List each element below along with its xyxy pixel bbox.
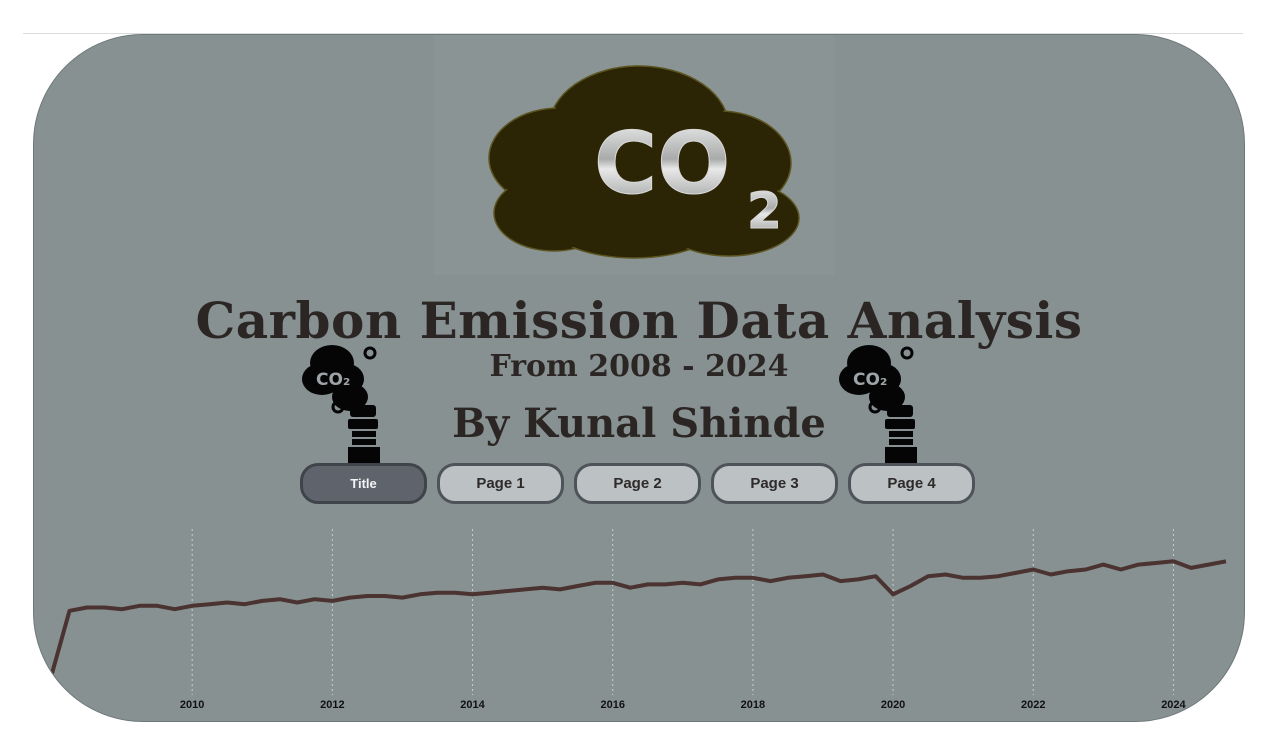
x-tick-label: 2012 — [320, 699, 344, 711]
nav-button-page-4[interactable]: Page 4 — [848, 463, 975, 504]
x-tick-label: 2024 — [1161, 699, 1186, 711]
svg-text:CO₂: CO₂ — [853, 370, 887, 390]
nav-button-page-1[interactable]: Page 1 — [437, 463, 564, 504]
svg-text:CO₂: CO₂ — [316, 370, 350, 390]
co2-factory-icon: CO₂ — [302, 345, 380, 465]
co2-factory-icon: CO₂ — [839, 345, 917, 465]
svg-text:CO: CO — [594, 114, 730, 214]
page-subtitle: From 2008 - 2024 — [489, 349, 789, 384]
author-label: By Kunal Shinde — [452, 400, 826, 447]
x-tick-label: 2016 — [600, 699, 624, 711]
x-tick-label: 2010 — [180, 699, 204, 711]
page-navigation: Title Page 1 Page 2 Page 3 Page 4 — [300, 463, 975, 504]
top-border-line — [23, 33, 1243, 34]
nav-button-title[interactable]: Title — [300, 463, 427, 504]
x-tick-label: 2020 — [881, 699, 905, 711]
emission-trend-chart: 2010 2012 2014 2016 2018 2020 2022 2024 — [50, 529, 1227, 711]
x-tick-label: 2014 — [460, 699, 485, 711]
co2-cloud-icon: CO 2 — [488, 65, 800, 259]
nav-button-page-2[interactable]: Page 2 — [574, 463, 701, 504]
svg-text:2: 2 — [747, 182, 782, 240]
nav-button-page-3[interactable]: Page 3 — [711, 463, 838, 504]
emission-series-line — [50, 559, 1227, 675]
report-canvas: CO 2 Carbon Emission Data Analysis From … — [33, 34, 1245, 722]
x-tick-label: 2018 — [741, 699, 765, 711]
page-title: Carbon Emission Data Analysis — [195, 291, 1083, 350]
x-tick-label: 2022 — [1021, 699, 1045, 711]
